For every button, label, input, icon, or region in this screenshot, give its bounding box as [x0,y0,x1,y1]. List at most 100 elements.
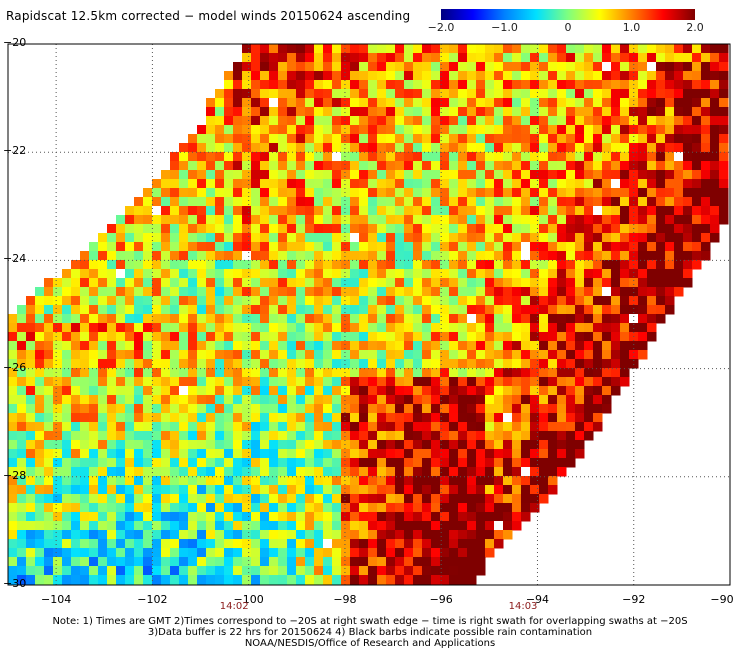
wind-difference-cell [359,170,369,180]
wind-difference-cell [62,341,72,351]
wind-difference-cell [494,359,504,369]
wind-difference-cell [332,431,342,441]
wind-difference-cell [116,494,126,504]
wind-difference-cell [467,350,477,360]
wind-difference-cell [287,71,297,81]
wind-difference-cell [683,242,693,252]
wind-difference-cell [611,89,621,99]
wind-difference-cell [332,197,342,207]
wind-difference-cell [188,530,198,540]
wind-difference-cell [503,332,513,342]
wind-difference-cell [413,539,423,549]
wind-difference-cell [368,116,378,126]
wind-difference-cell [566,98,576,108]
wind-difference-cell [575,323,585,333]
wind-difference-cell [440,485,450,495]
wind-difference-cell [305,80,315,90]
wind-difference-cell [278,458,288,468]
wind-difference-cell [611,278,621,288]
wind-difference-cell [98,476,108,486]
wind-difference-cell [116,278,126,288]
wind-difference-cell [242,296,252,306]
wind-difference-cell [503,323,513,333]
wind-difference-cell [575,386,585,396]
wind-difference-cell [233,458,243,468]
wind-difference-cell [242,458,252,468]
wind-difference-cell [215,179,225,189]
wind-difference-cell [611,350,621,360]
wind-difference-cell [134,422,144,432]
wind-difference-cell [647,224,657,234]
wind-difference-cell [368,197,378,207]
wind-difference-cell [143,449,153,459]
wind-difference-cell [242,566,252,576]
wind-difference-cell [656,224,666,234]
wind-difference-cell [494,449,504,459]
wind-difference-cell [251,323,261,333]
wind-difference-cell [359,341,369,351]
wind-difference-cell [377,53,387,63]
wind-difference-cell [566,107,576,117]
wind-difference-cell [161,377,171,387]
wind-difference-cell [647,80,657,90]
wind-difference-cell [404,278,414,288]
wind-difference-cell [314,215,324,225]
wind-difference-cell [431,422,441,432]
wind-difference-cell [485,503,495,513]
wind-difference-cell [539,62,549,72]
wind-difference-cell [224,368,234,378]
wind-difference-cell [431,512,441,522]
wind-difference-cell [26,395,36,405]
wind-difference-cell [341,422,351,432]
wind-difference-cell [278,557,288,567]
wind-difference-cell [89,323,99,333]
wind-difference-cell [305,503,315,513]
wind-difference-cell [323,188,333,198]
wind-difference-cell [674,170,684,180]
wind-difference-cell [233,566,243,576]
wind-difference-cell [467,170,477,180]
wind-difference-cell [701,233,711,243]
wind-difference-cell [8,494,18,504]
wind-difference-cell [170,404,180,414]
wind-difference-cell [53,467,63,477]
wind-difference-cell [98,287,108,297]
wind-difference-cell [62,377,72,387]
wind-difference-cell [35,494,45,504]
wind-difference-cell [224,197,234,207]
wind-difference-cell [440,476,450,486]
wind-difference-cell [395,539,405,549]
wind-difference-cell [53,368,63,378]
wind-difference-cell [539,440,549,450]
wind-difference-cell [674,62,684,72]
wind-difference-cell [134,413,144,423]
wind-difference-cell [296,170,306,180]
wind-difference-cell [566,116,576,126]
wind-difference-cell [341,521,351,531]
wind-difference-cell [449,260,459,270]
wind-difference-cell [134,296,144,306]
wind-difference-cell [251,53,261,63]
wind-difference-cell [404,530,414,540]
wind-difference-cell [197,431,207,441]
wind-difference-cell [584,350,594,360]
wind-difference-cell [386,341,396,351]
wind-difference-cell [575,359,585,369]
wind-difference-cell [314,278,324,288]
wind-difference-cell [422,143,432,153]
wind-difference-cell [134,197,144,207]
wind-difference-cell [323,368,333,378]
wind-difference-cell [719,80,729,90]
wind-difference-cell [368,323,378,333]
wind-difference-cell [161,503,171,513]
wind-difference-cell [566,296,576,306]
wind-difference-cell [449,206,459,216]
wind-difference-cell [386,386,396,396]
wind-difference-cell [521,242,531,252]
wind-difference-cell [134,449,144,459]
wind-difference-cell [224,98,234,108]
wind-difference-cell [620,287,630,297]
wind-difference-cell [701,89,711,99]
wind-difference-cell [701,143,711,153]
wind-difference-cell [386,458,396,468]
